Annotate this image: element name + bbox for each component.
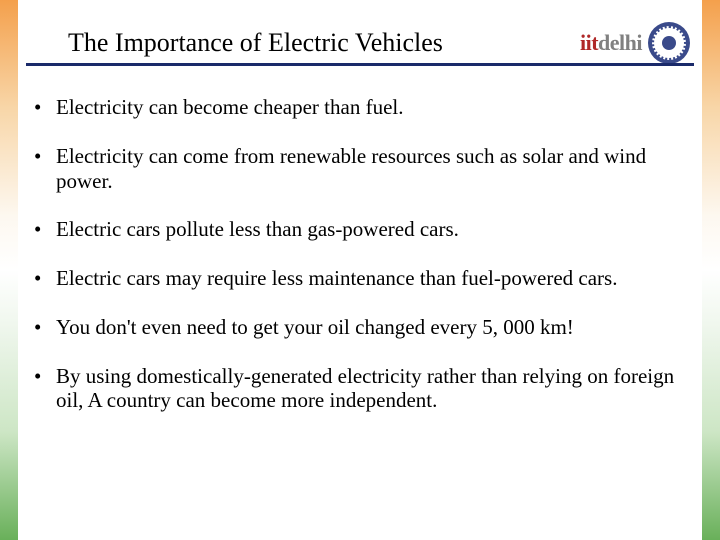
logo-text-iit: iit (580, 30, 598, 55)
logo-text: iitdelhi (580, 30, 642, 56)
iit-delhi-emblem-icon (648, 22, 690, 64)
slide-content: Electricity can become cheaper than fuel… (28, 95, 684, 437)
slide-title: The Importance of Electric Vehicles (40, 28, 580, 58)
header-divider (26, 63, 694, 66)
bullet-item: Electricity can come from renewable reso… (28, 144, 684, 194)
bullet-list: Electricity can become cheaper than fuel… (28, 95, 684, 413)
bullet-item: Electric cars pollute less than gas-powe… (28, 217, 684, 242)
left-gradient-strip (0, 0, 18, 540)
bullet-item: You don't even need to get your oil chan… (28, 315, 684, 340)
logo-text-delhi: delhi (598, 30, 642, 55)
right-gradient-strip (702, 0, 720, 540)
bullet-item: Electric cars may require less maintenan… (28, 266, 684, 291)
bullet-item: Electricity can become cheaper than fuel… (28, 95, 684, 120)
bullet-item: By using domestically-generated electric… (28, 364, 684, 414)
slide-header: The Importance of Electric Vehicles iitd… (40, 18, 690, 68)
